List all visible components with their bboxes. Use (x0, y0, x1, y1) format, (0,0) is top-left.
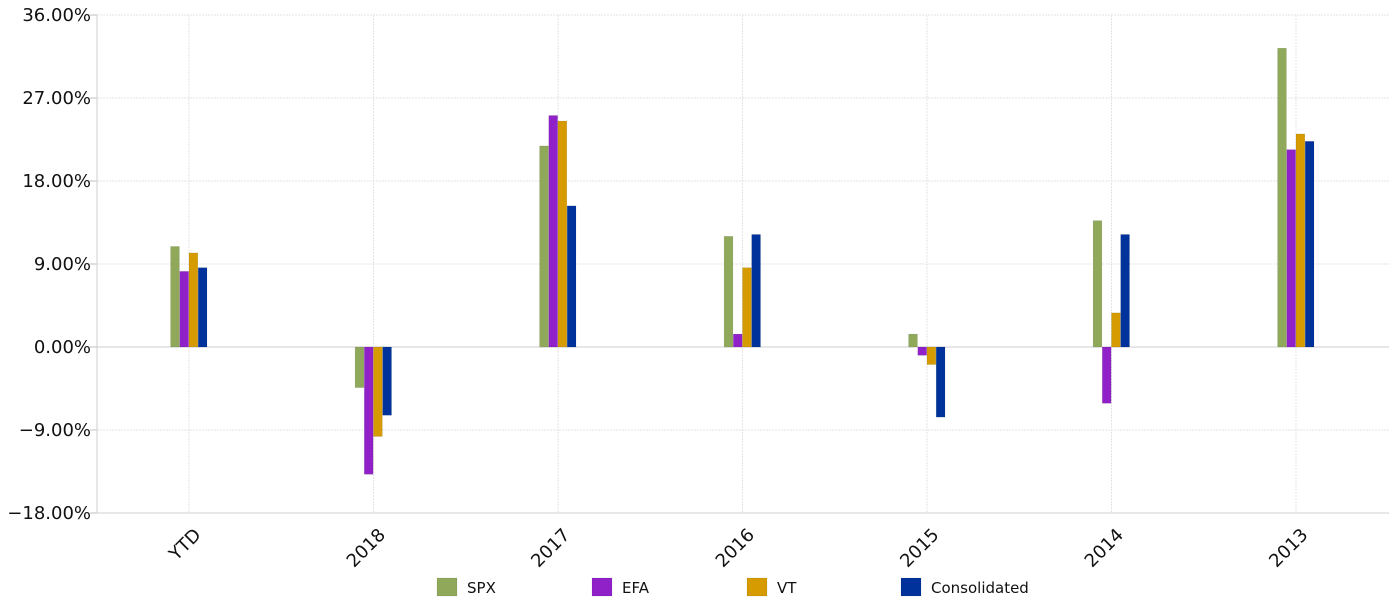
grid-lines (90, 14, 1389, 514)
legend-item-spx[interactable]: SPX (436, 577, 496, 597)
bars (170, 47, 1315, 475)
legend[interactable]: SPX EFA VT Consolidated (436, 577, 1029, 597)
bar-consolidated-2015[interactable] (935, 346, 946, 418)
bar-spx-ytd[interactable] (170, 246, 180, 348)
y-tick-label: 36.00% (22, 5, 91, 26)
bar-vt-2015[interactable] (926, 346, 937, 365)
bar-spx-2017[interactable] (539, 145, 549, 348)
bar-vt-2014[interactable] (1111, 312, 1121, 348)
y-tick-label: 9.00% (34, 254, 91, 275)
bar-spx-2018[interactable] (354, 346, 365, 388)
bar-efa-2016[interactable] (733, 333, 743, 348)
x-category-label: 2016 (712, 525, 759, 572)
legend-label: Consolidated (931, 579, 1029, 597)
bar-vt-ytd[interactable] (188, 252, 199, 348)
legend-label: VT (777, 579, 797, 597)
x-category-label: 2013 (1265, 525, 1312, 572)
bar-consolidated-ytd[interactable] (197, 267, 208, 348)
bar-consolidated-2014[interactable] (1120, 234, 1130, 348)
bar-efa-2017[interactable] (548, 115, 558, 348)
bar-consolidated-2018[interactable] (382, 346, 392, 416)
y-tick-label: 0.00% (34, 337, 91, 358)
bar-spx-2016[interactable] (723, 236, 734, 348)
x-category-label: 2017 (527, 525, 574, 572)
bar-efa-2018[interactable] (364, 346, 374, 475)
y-tick-label: −18.00% (7, 503, 91, 524)
y-axis-tick-labels: −18.00% −9.00% 0.00% 9.00% 18.00% 27.00% 36.00… (7, 5, 91, 524)
bar-vt-2018[interactable] (373, 346, 383, 437)
bar-efa-2014[interactable] (1102, 346, 1112, 404)
legend-swatch (900, 577, 922, 597)
bar-efa-2013[interactable] (1286, 149, 1296, 348)
bar-vt-2013[interactable] (1295, 133, 1306, 348)
bar-spx-2013[interactable] (1277, 47, 1287, 348)
x-axis: YTD 2018 2017 2016 2015 2014 2013 (165, 525, 1313, 572)
legend-swatch (591, 577, 613, 597)
legend-item-vt[interactable]: VT (746, 577, 797, 597)
legend-item-consolidated[interactable]: Consolidated (900, 577, 1029, 597)
bar-efa-ytd[interactable] (179, 271, 189, 348)
x-category-label: 2018 (343, 525, 390, 572)
bar-consolidated-2013[interactable] (1304, 141, 1315, 348)
x-category-label: 2014 (1081, 525, 1128, 572)
legend-label: EFA (622, 579, 650, 597)
bar-consolidated-2017[interactable] (566, 205, 577, 348)
y-tick-label: −9.00% (19, 420, 91, 441)
legend-label: SPX (467, 579, 496, 597)
bar-efa-2015[interactable] (917, 346, 927, 356)
y-tick-label: 27.00% (22, 88, 91, 109)
x-category-label: 2015 (896, 525, 943, 572)
bar-vt-2016[interactable] (742, 267, 752, 348)
bar-vt-2017[interactable] (557, 120, 568, 348)
legend-swatch (436, 577, 458, 597)
legend-item-efa[interactable]: EFA (591, 577, 650, 597)
bar-spx-2015[interactable] (908, 333, 918, 348)
bar-consolidated-2016[interactable] (751, 234, 761, 348)
x-category-label: YTD (165, 525, 206, 566)
bar-spx-2014[interactable] (1092, 220, 1103, 348)
y-tick-label: 18.00% (22, 171, 91, 192)
legend-swatch (746, 577, 768, 597)
